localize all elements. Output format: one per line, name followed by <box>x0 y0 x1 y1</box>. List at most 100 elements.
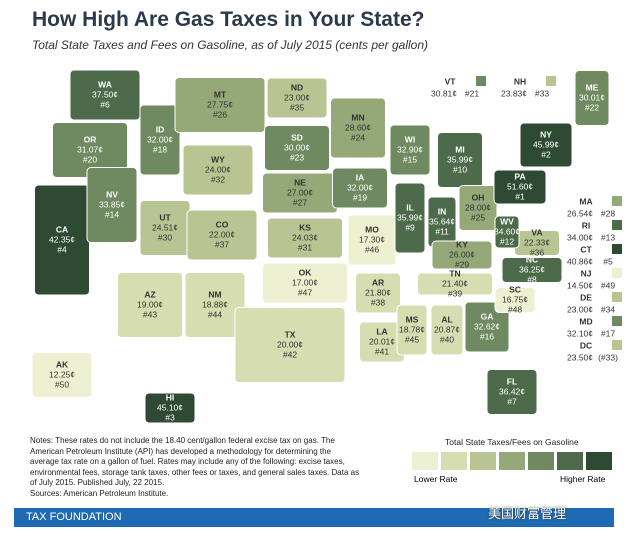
state-abbr: OK <box>299 267 313 277</box>
map: WA37.50¢#6OR31.07¢#20CA42.35¢#4NV33.85¢#… <box>31 69 622 424</box>
state-abbr: OH <box>472 192 485 202</box>
state-rank: #25 <box>471 212 485 222</box>
state-rate: 14.50¢ <box>567 280 593 290</box>
watermark: 美国财富管理 <box>488 506 567 521</box>
state <box>182 144 254 196</box>
state-abbr: MD <box>579 316 592 326</box>
state-rate: 45.10¢ <box>157 402 183 412</box>
state-rate: 19.00¢ <box>137 299 163 309</box>
state <box>612 316 622 326</box>
state-abbr: PA <box>514 171 525 181</box>
state-rate: 42.35¢ <box>49 234 75 244</box>
state <box>69 69 141 121</box>
state-rank: #13 <box>601 232 615 242</box>
state-rank: #47 <box>298 287 312 297</box>
state-rate: 35.64¢ <box>429 216 455 226</box>
state-rank: #17 <box>601 328 615 338</box>
legend-swatches <box>412 452 612 470</box>
state-abbr: AZ <box>144 289 155 299</box>
state-rank: #8 <box>527 274 537 284</box>
state-rank: #41 <box>375 346 389 356</box>
state-abbr: NH <box>514 76 526 86</box>
state-rank: #10 <box>453 164 467 174</box>
state-abbr: MA <box>579 196 592 206</box>
state <box>332 167 388 209</box>
state-abbr: AL <box>441 314 452 324</box>
state-rank: #19 <box>353 192 367 202</box>
state <box>494 215 520 249</box>
state-rank: #14 <box>105 209 119 219</box>
state <box>139 104 181 176</box>
state-rate: 28.00¢ <box>465 202 491 212</box>
state-rank: #9 <box>405 222 415 232</box>
state-rate: 32.10¢ <box>567 328 593 338</box>
state-rate: 31.07¢ <box>77 144 103 154</box>
state-abbr: ME <box>586 82 599 92</box>
state-rate: 16.75¢ <box>502 294 528 304</box>
state-abbr: WY <box>211 154 225 164</box>
state-rank: #43 <box>143 309 157 319</box>
state-rank: #36 <box>530 247 544 257</box>
state <box>612 220 622 230</box>
state <box>612 196 622 206</box>
title: How High Are Gas Taxes in Your State? <box>32 8 425 31</box>
state-rate: 20.00¢ <box>277 339 303 349</box>
state-rate: 22.00¢ <box>209 229 235 239</box>
state <box>417 272 493 296</box>
state-rate: 22.33¢ <box>524 237 550 247</box>
state-rate: 17.30¢ <box>359 234 385 244</box>
state-rank: #32 <box>211 174 225 184</box>
state-rate: 36.25¢ <box>519 264 545 274</box>
state-abbr: NC <box>526 254 538 264</box>
state <box>86 167 138 243</box>
state-rank: #46 <box>365 244 379 254</box>
state-abbr: SC <box>509 284 521 294</box>
state-rank: #4 <box>57 244 67 254</box>
state-rank: #23 <box>290 152 304 162</box>
state-abbr: KS <box>299 222 311 232</box>
state-rate: 32.62¢ <box>474 321 500 331</box>
state-rank: #7 <box>507 396 517 406</box>
legend-high: Higher Rate <box>560 474 606 484</box>
state-rate: 36.42¢ <box>499 386 525 396</box>
state-rank: #27 <box>293 197 307 207</box>
state <box>493 169 547 205</box>
state <box>546 76 556 86</box>
state-rate: 34.60¢ <box>494 226 520 236</box>
state-abbr: VT <box>445 76 457 86</box>
subtitle: Total State Taxes and Fees on Gasoline, … <box>32 38 429 52</box>
state-rank: #24 <box>351 132 365 142</box>
state <box>267 217 343 259</box>
state <box>431 240 493 270</box>
state-rank: #50 <box>55 379 69 389</box>
state-rank: #2 <box>541 149 551 159</box>
state-rank: #22 <box>585 102 599 112</box>
state <box>262 262 348 304</box>
state-rank: #45 <box>405 334 419 344</box>
state-rank: #49 <box>601 280 615 290</box>
state-rank: #48 <box>508 304 522 314</box>
state-rank: #5 <box>603 256 613 266</box>
state-rank: #15 <box>403 154 417 164</box>
state-abbr: WA <box>98 79 112 89</box>
state-rank: #28 <box>601 208 615 218</box>
state-rank: #16 <box>480 331 494 341</box>
state-abbr: WI <box>405 134 415 144</box>
state <box>476 76 486 86</box>
state <box>612 244 622 254</box>
state <box>458 185 498 231</box>
state-abbr: FL <box>507 376 517 386</box>
state-abbr: ND <box>291 82 303 92</box>
state-rate: 21.40¢ <box>442 278 468 288</box>
legend-swatch <box>441 452 467 470</box>
state-rate: 32.00¢ <box>347 182 373 192</box>
legend-swatch <box>557 452 583 470</box>
state <box>612 268 622 278</box>
state-abbr: IN <box>438 206 447 216</box>
state-abbr: NV <box>106 189 118 199</box>
state-rank: #1 <box>515 191 525 201</box>
state-rate: 12.25¢ <box>49 369 75 379</box>
state-rate: 26.54¢ <box>567 208 593 218</box>
state-rate: 24.00¢ <box>205 164 231 174</box>
state-abbr: HI <box>166 392 175 402</box>
